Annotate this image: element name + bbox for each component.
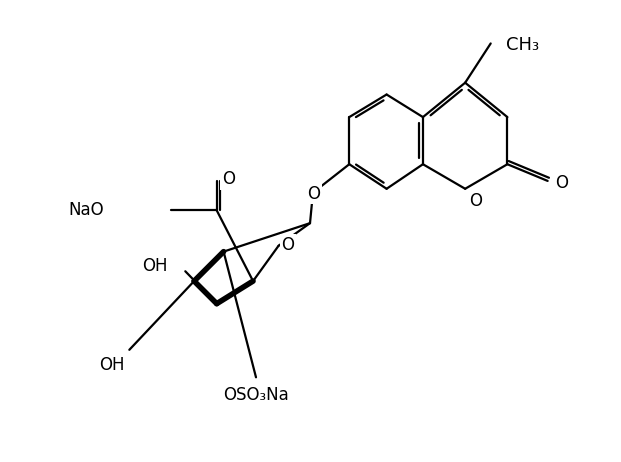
Text: OH: OH: [99, 356, 124, 374]
Text: O: O: [469, 192, 482, 210]
Text: O: O: [281, 236, 294, 254]
Text: OSO₃Na: OSO₃Na: [223, 386, 289, 404]
Text: O: O: [556, 174, 568, 192]
Text: NaO: NaO: [68, 201, 104, 219]
Text: CH₃: CH₃: [506, 36, 540, 55]
Text: O: O: [307, 185, 320, 203]
Text: OH: OH: [142, 257, 168, 275]
Text: O: O: [222, 170, 235, 188]
